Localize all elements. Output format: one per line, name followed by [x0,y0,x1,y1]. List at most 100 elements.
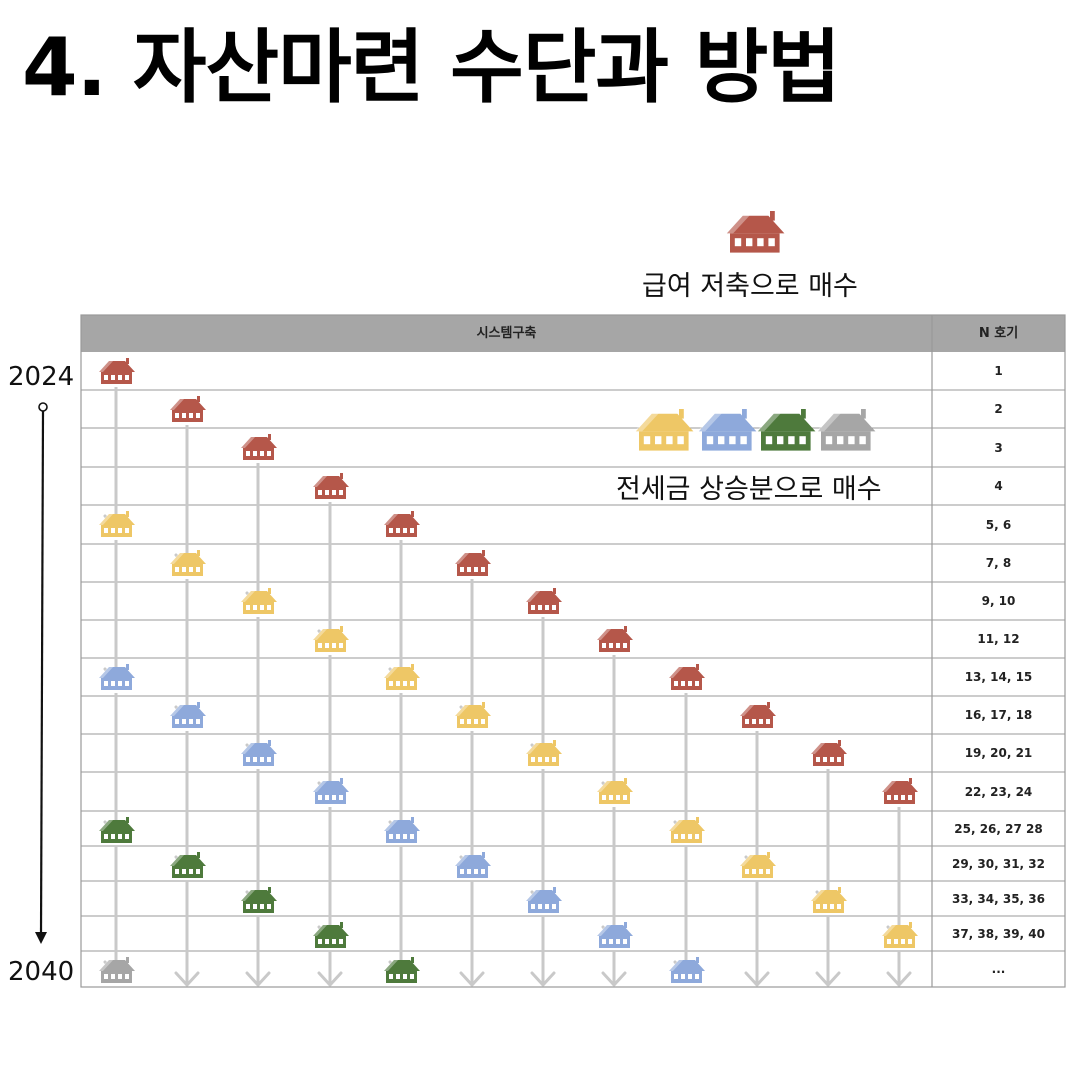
house-icon-yellow [239,588,277,614]
window [396,974,400,979]
chimney [268,434,271,440]
window [253,904,257,909]
chimney [126,358,129,364]
house-body [315,936,346,948]
down-arrow [174,425,200,569]
house-icon-green [239,887,277,913]
window [396,528,400,533]
window [389,834,393,839]
window [332,939,336,944]
house-body [172,866,203,878]
window [674,974,678,979]
chimney [197,852,200,858]
window [837,436,844,445]
house-body [315,640,346,652]
roof-highlight [814,412,842,433]
house-icon-red [595,626,633,652]
down-arrow [174,731,200,871]
window [389,681,393,686]
house-icon-red [524,588,562,614]
window [467,719,471,724]
window [688,681,692,686]
table-border [80,314,1066,988]
house-body [101,971,132,983]
window [118,375,122,380]
house-icon-red [880,778,918,804]
roof-highlight [738,704,755,717]
house-body [528,602,559,614]
house-icon-green [311,922,349,948]
row-label: 2 [994,402,1003,416]
window [467,567,471,572]
window [467,869,471,874]
window [267,605,271,610]
down-arrow [530,617,556,759]
window [318,795,322,800]
window [260,757,264,762]
house-body [599,936,630,948]
chimney [553,588,556,594]
table-background [80,314,1066,988]
down-arrow [459,881,485,987]
window [752,869,756,874]
window [111,974,115,979]
window [643,436,651,445]
window [189,567,193,572]
chimney [340,922,343,928]
window [339,795,343,800]
window [410,974,414,979]
chimney [197,702,200,708]
house-icon-yellow [809,887,847,913]
window [766,719,770,724]
roof-highlight [667,666,684,679]
roof-highlight [809,889,826,902]
window [410,528,414,533]
roof-highlight [97,959,114,972]
window [325,939,329,944]
down-arrow [530,769,556,906]
row-label: 25, 26, 27 28 [954,821,1043,836]
jeonse-increase-caption: 전세금 상승분으로 매수 [616,474,882,505]
window [325,643,329,648]
window [602,643,606,648]
chimney [197,396,200,402]
chimney [126,817,129,823]
house-icon-blue [311,778,349,804]
window [267,757,271,762]
house-icon-yellow [168,550,206,576]
chimney [197,550,200,556]
down-arrow [601,951,627,987]
down-arrow [530,916,556,987]
down-arrow [601,655,627,797]
window [552,757,556,762]
window [111,528,115,533]
window [674,681,678,686]
chimney [482,702,485,708]
down-arrow [886,807,912,941]
down-arrow [744,881,770,987]
window [552,605,556,610]
roof-highlight [97,360,114,373]
chimney [838,740,841,746]
window [623,939,627,944]
house-body [671,971,702,983]
house-body [172,716,203,728]
roof-highlight [738,854,755,867]
arrows-layer [103,387,912,987]
down-arrow [601,807,627,941]
roof-highlight [453,552,470,565]
window [410,681,414,686]
window [816,904,820,909]
window [859,436,866,445]
roof-highlight [453,704,470,717]
house-icon-blue [595,922,633,948]
house-icon-red [311,473,349,499]
arrow-head [744,971,770,987]
house-body [742,866,773,878]
window [887,939,891,944]
house-body [243,448,274,460]
window [253,757,257,762]
row-label: 16, 17, 18 [964,708,1033,722]
row-label: 7, 8 [985,556,1012,570]
window [118,528,122,533]
